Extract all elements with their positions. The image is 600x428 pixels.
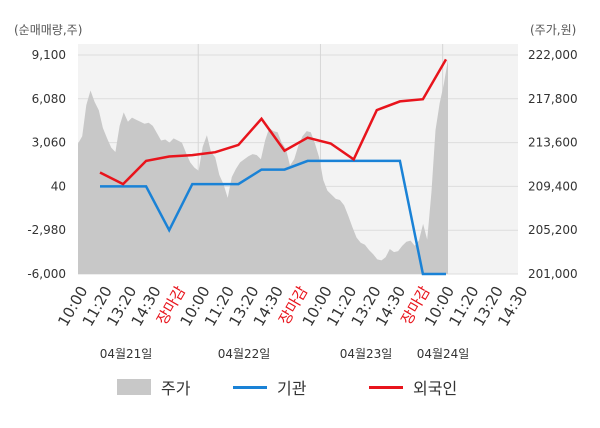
y-left-tick-label: -2,980 [27, 223, 66, 237]
legend-label-price: 주가 [161, 379, 191, 398]
left-axis-unit: (순매매량,주) [14, 23, 82, 37]
legend-item-institution: 기관 [233, 372, 306, 402]
right-axis-unit: (주가,원) [530, 23, 576, 37]
date-label: 04월24일 [417, 347, 470, 361]
foreign-line [99, 58, 448, 186]
legend-label-foreign: 외국인 [413, 379, 458, 398]
legend-item-foreign: 외국인 [369, 372, 457, 402]
legend-item-price: 주가 [117, 372, 190, 402]
y-right-tick-label: 205,200 [528, 223, 578, 237]
chart-legend: 주가 기관 외국인 [0, 372, 600, 402]
y-right-tick-label: 217,800 [528, 92, 578, 106]
y-right-tick-label: 222,000 [528, 48, 578, 62]
legend-swatch-foreign [369, 385, 403, 389]
date-label: 04월23일 [340, 347, 393, 361]
legend-swatch-price [117, 379, 151, 395]
y-right-tick-label: 209,400 [528, 179, 578, 193]
y-left-tick-label: 3,060 [32, 136, 66, 150]
legend-label-institution: 기관 [277, 379, 307, 398]
y-right-tick-label: 201,000 [528, 267, 578, 281]
institution-line [100, 159, 446, 276]
y-left-tick-label: 40 [51, 179, 66, 193]
date-label: 04월21일 [100, 347, 153, 361]
y-left-tick-label: -6,000 [27, 267, 66, 281]
date-label: 04월22일 [218, 347, 271, 361]
y-right-tick-label: 213,600 [528, 136, 578, 150]
y-left-tick-label: 9,100 [32, 48, 66, 62]
y-left-tick-label: 6,080 [32, 92, 66, 106]
price-area [78, 59, 448, 275]
stock-trading-chart: 9,100 222,000 6,080 217,800 3,060 213,600 40 20… [14, 23, 578, 361]
legend-swatch-institution [233, 385, 267, 389]
